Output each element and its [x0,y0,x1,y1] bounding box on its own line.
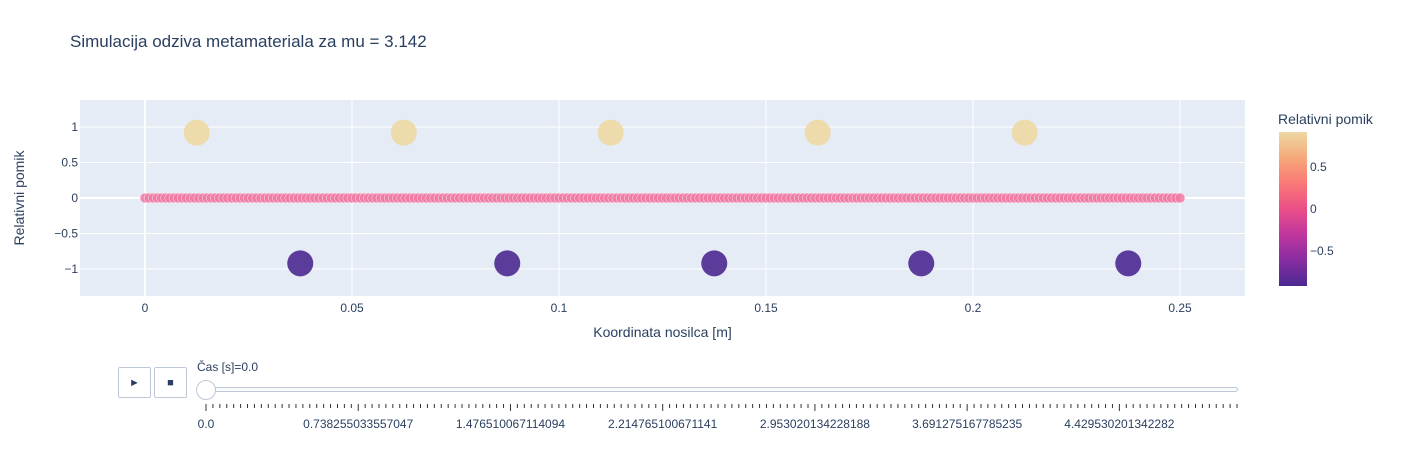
slider-tick-label: 1.476510067114094 [455,417,566,431]
y-axis-ticks: 1 0.5 0 −0.5 −1 [54,120,78,276]
x-tick-label: 0.25 [1168,301,1192,315]
x-tick-label: 0 [142,301,149,315]
x-tick-label: 0.05 [340,301,364,315]
slider-current-value: Čas [s]=0.0 [197,360,259,374]
colorbar [1279,132,1307,286]
resonator-point [701,250,728,277]
y-tick-label: 1 [71,120,78,134]
y-tick-label: −1 [64,262,78,276]
resonator-point [390,119,417,146]
x-tick-label: 0.1 [551,301,568,315]
play-icon: ► [129,376,140,389]
play-button[interactable]: ► [118,367,151,398]
beam-series [139,192,1186,204]
resonator-series [183,119,1142,277]
resonator-point [908,250,935,277]
slider-tick-label: 3.691275167785235 [912,417,1023,431]
x-axis-label: Koordinata nosilca [m] [593,324,732,340]
y-tick-label: 0.5 [61,155,78,169]
colorbar-tick-label: 0 [1310,202,1317,216]
y-tick-label: 0 [71,191,78,205]
x-tick-label: 0.2 [965,301,982,315]
slider-handle[interactable] [196,380,216,400]
resonator-point [494,250,521,277]
slider-tick-label: 2.214765100671141 [608,417,718,431]
colorbar-ticks: 0.5 0 −0.5 [1310,160,1334,258]
colorbar-title: Relativni pomik [1278,111,1374,127]
stop-button[interactable]: ■ [154,367,187,398]
resonator-point [804,119,831,146]
colorbar-tick-label: 0.5 [1310,160,1327,174]
x-tick-label: 0.15 [754,301,778,315]
colorbar-tick-label: −0.5 [1310,244,1334,258]
resonator-point [287,250,314,277]
slider-tick-label: 4.429530201342282 [1064,417,1175,431]
slider-tick-label: 0.738255033557047 [303,417,414,431]
resonator-point [1115,250,1142,277]
resonator-point [1011,119,1038,146]
chart-title: Simulacija odziva metamateriala za mu = … [70,32,427,51]
stop-icon: ■ [167,376,174,389]
resonator-point [597,119,624,146]
resonator-point [183,119,210,146]
beam-point [1174,192,1186,204]
x-axis-ticks: 0 0.05 0.1 0.15 0.2 0.25 [142,301,1192,315]
slider-tick-label: 2.953020134228188 [759,417,870,431]
slider-tick-label: 0.0 [197,417,215,431]
y-tick-label: −0.5 [54,227,78,241]
y-axis-label: Relativni pomik [11,150,27,246]
